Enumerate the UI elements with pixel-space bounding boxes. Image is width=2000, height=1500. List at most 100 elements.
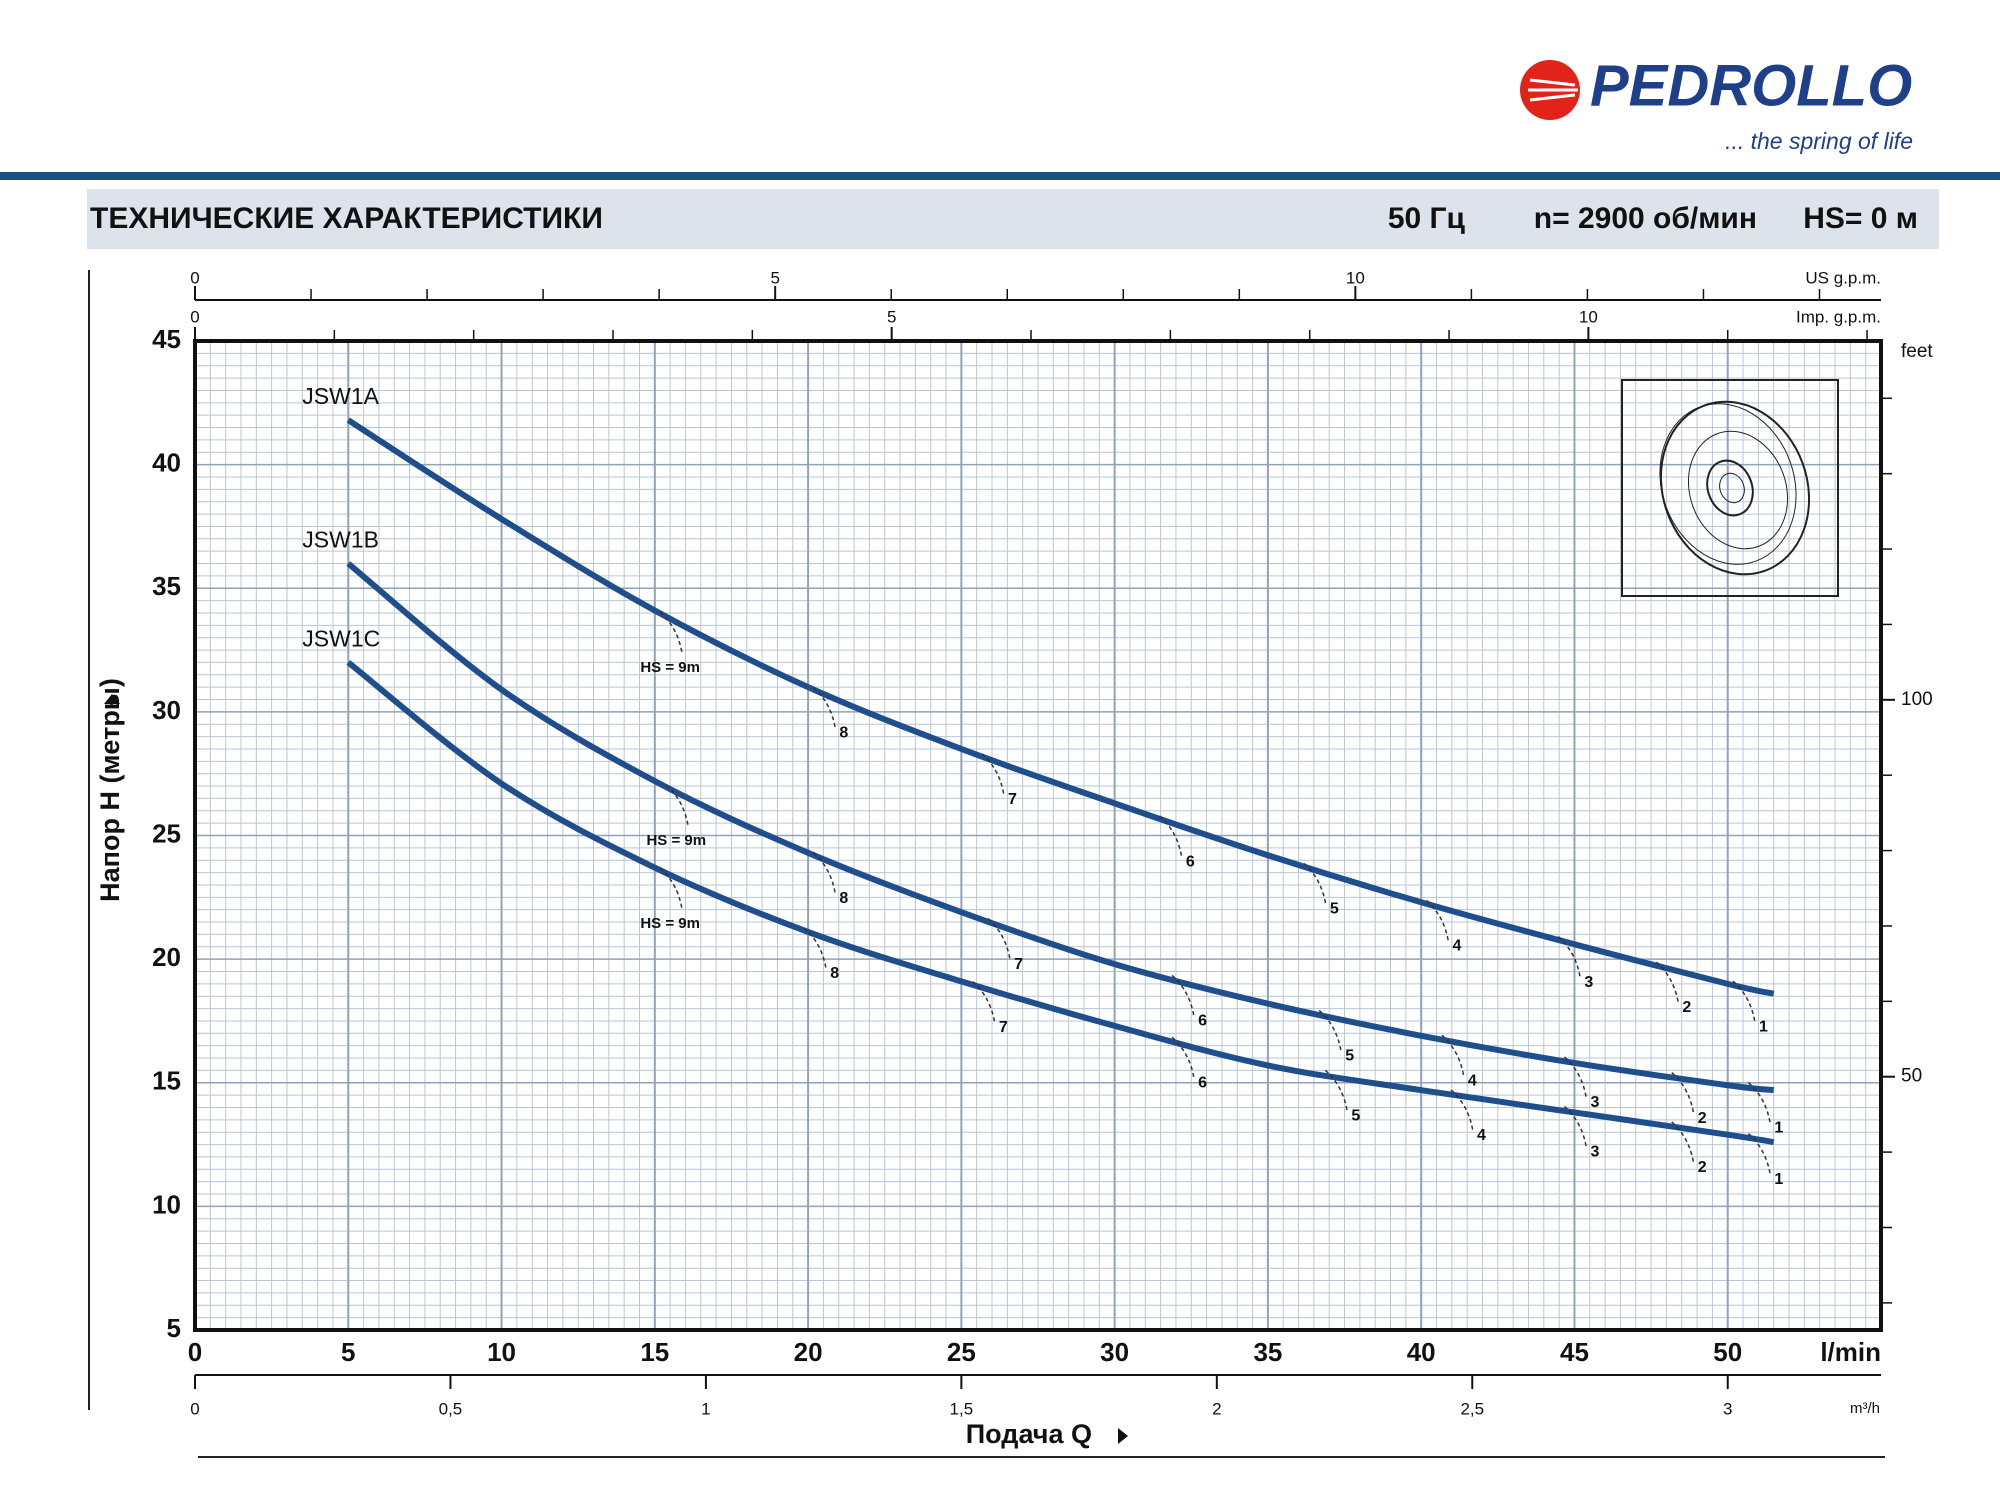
x-tick-label: 35 <box>1253 1337 1282 1367</box>
x-tick-label: 10 <box>487 1337 516 1367</box>
hs-label: 1 <box>1759 1018 1768 1035</box>
hs-hook <box>659 611 683 655</box>
hs-label: 2 <box>1698 1159 1707 1176</box>
tick-label: 0 <box>190 307 199 326</box>
hs-label: 1 <box>1774 1171 1783 1188</box>
hs-hook <box>981 753 1005 796</box>
series-label: JSW1B <box>302 527 379 553</box>
y-tick-label: 40 <box>152 448 181 478</box>
hs-label: 6 <box>1198 1075 1207 1092</box>
hs-label: 8 <box>839 890 848 907</box>
hs-hook <box>812 852 837 895</box>
spec: 50 Гц <box>1388 202 1466 235</box>
y-tick-label: 10 <box>152 1189 181 1219</box>
tagline: ... the spring of life <box>1725 128 1913 154</box>
impeller-inset <box>1621 379 1839 597</box>
tick-label: 0 <box>190 1399 199 1418</box>
hs-hook <box>659 867 683 911</box>
y-tick-label: 35 <box>152 571 181 601</box>
hs-hook <box>1171 974 1195 1018</box>
hs-label: 1 <box>1774 1120 1783 1137</box>
hs-hook <box>987 918 1011 961</box>
tick-label: 50 <box>1901 1066 1922 1087</box>
header-rule <box>0 172 2000 180</box>
hs-hook <box>1671 1071 1695 1115</box>
hs-hook <box>1747 1133 1772 1176</box>
y-tick-label: 45 <box>152 324 181 354</box>
hs-hook <box>1159 815 1183 859</box>
plot: 0 5 10 15 20 25 30 35 40 45 50 l/min510152025303540… <box>152 268 1933 1418</box>
spec: n= 2900 об/мин <box>1534 202 1757 235</box>
x-tick-label: 30 <box>1100 1337 1129 1367</box>
x-tick-label: 20 <box>794 1337 823 1367</box>
hs-label: 4 <box>1453 938 1462 955</box>
hs-hook <box>665 784 690 828</box>
hs-label: 6 <box>1198 1013 1207 1030</box>
x-tick-label: 40 <box>1407 1337 1436 1367</box>
y-tick-label: 25 <box>152 818 181 848</box>
axis-unit: US g.p.m. <box>1805 268 1881 287</box>
hs-hook <box>1426 899 1450 943</box>
hs-label: HS = 9m <box>646 832 706 849</box>
series-line <box>346 561 1775 1094</box>
tick-label: 10 <box>1346 268 1365 287</box>
hs-hook <box>803 927 827 971</box>
hs-hook <box>1450 1089 1474 1133</box>
header-band <box>87 189 1939 249</box>
hs-hook <box>1732 980 1756 1024</box>
tick-label: 2 <box>1212 1399 1221 1418</box>
tick-label: 5 <box>887 307 896 326</box>
hs-label: 7 <box>999 1019 1008 1036</box>
arrow <box>1118 1428 1128 1444</box>
x-axis-title: Подача Q <box>966 1419 1092 1449</box>
y-tick-label: 15 <box>152 1066 181 1096</box>
spec: HS= 0 м <box>1803 202 1918 235</box>
hs-label: 3 <box>1590 1144 1599 1161</box>
hs-hook <box>972 981 996 1024</box>
series-line <box>346 660 1775 1146</box>
x-tick-label: 15 <box>640 1337 669 1367</box>
hs-hook <box>1563 1056 1588 1100</box>
hs-label: 5 <box>1330 901 1339 918</box>
tick-label: 0 <box>190 268 199 287</box>
arrow <box>104 694 120 704</box>
hs-hook <box>1655 961 1680 1005</box>
tick-label: 5 <box>770 268 779 287</box>
hs-label: HS = 9m <box>640 659 700 676</box>
hs-label: 7 <box>1008 791 1017 808</box>
y-tick-label: 20 <box>152 942 181 972</box>
x-tick-label: 50 <box>1713 1337 1742 1367</box>
tick-label: 1,5 <box>950 1399 974 1418</box>
hs-label: 2 <box>1698 1110 1707 1127</box>
hs-label: 5 <box>1351 1108 1360 1125</box>
y-tick-label: 5 <box>167 1313 181 1343</box>
hs-label: 4 <box>1477 1127 1486 1144</box>
hs-label: 3 <box>1590 1094 1599 1111</box>
hs-label: 8 <box>830 965 839 982</box>
tick-label: 2,5 <box>1460 1399 1484 1418</box>
header-title: ТЕХНИЧЕСКИЕ ХАРАКТЕРИСТИКИ <box>90 202 603 235</box>
axis-unit: Imp. g.p.m. <box>1796 307 1881 326</box>
series-line <box>346 417 1775 997</box>
series-label: JSW1C <box>302 626 380 652</box>
hs-hook <box>812 686 837 730</box>
x-unit: l/min <box>1820 1337 1881 1367</box>
hs-label: 6 <box>1186 853 1195 870</box>
x-tick-label: 0 <box>188 1337 202 1367</box>
x-tick-label: 5 <box>341 1337 355 1367</box>
hs-label: 4 <box>1468 1072 1477 1089</box>
hs-hook <box>1171 1036 1195 1080</box>
x-tick-label: 25 <box>947 1337 976 1367</box>
logo <box>1520 60 1580 120</box>
x3-unit: m³/h <box>1850 1400 1880 1417</box>
hs-hook <box>1324 1069 1349 1113</box>
tick-label: 3 <box>1723 1399 1732 1418</box>
series-label: JSW1A <box>302 383 379 409</box>
y-tick-label: 30 <box>152 695 181 725</box>
axis-unit: feet <box>1901 341 1933 362</box>
tick-label: 0,5 <box>439 1399 463 1418</box>
tick-label: 100 <box>1901 689 1933 710</box>
tick-label: 1 <box>701 1399 710 1418</box>
hs-hook <box>1671 1121 1695 1165</box>
